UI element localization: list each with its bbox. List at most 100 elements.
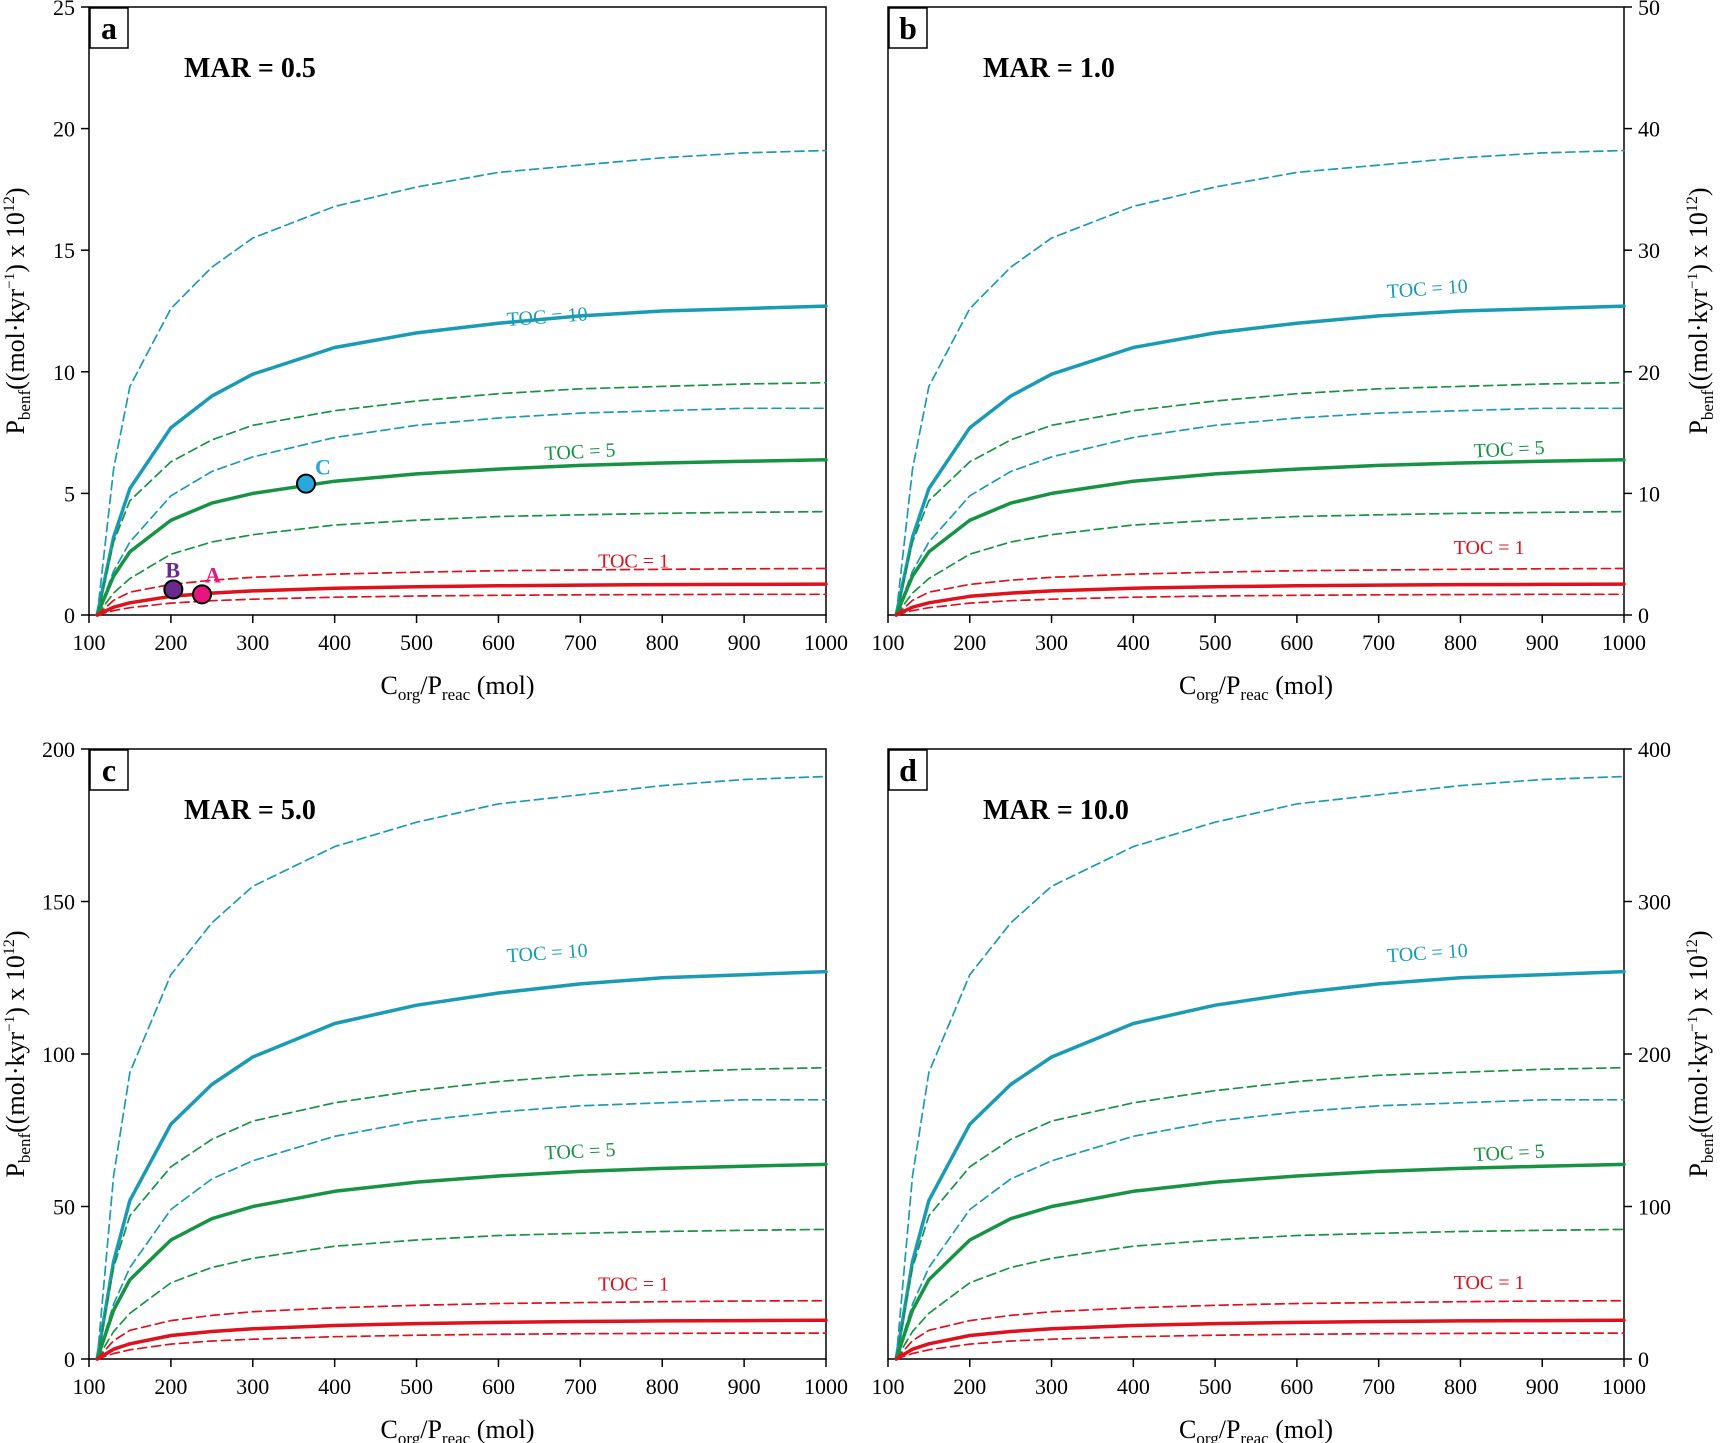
curve-label: TOC = 5 bbox=[544, 439, 616, 465]
curve-label: TOC = 5 bbox=[1473, 437, 1545, 463]
y-label-sub-benf: benf bbox=[1698, 390, 1717, 421]
y-label-main: P bbox=[1684, 1163, 1713, 1177]
series-line-toc-5-upper bbox=[96, 1066, 827, 1360]
curve-label: TOC = 10 bbox=[1386, 940, 1468, 968]
series-line-toc-1 bbox=[95, 582, 828, 617]
y-label-sup-power: 12 bbox=[1, 939, 18, 955]
x-label-main: C bbox=[1179, 1415, 1196, 1443]
panel-letter-box bbox=[888, 7, 928, 49]
x-tick-label: 500 bbox=[1199, 630, 1232, 655]
y-tick-label: 100 bbox=[42, 1042, 75, 1067]
x-label-sub-org: org bbox=[1196, 685, 1219, 704]
x-tick-label: 700 bbox=[564, 1374, 597, 1399]
x-tick-label: 1000 bbox=[1602, 1374, 1646, 1399]
y-label-tail: ) bbox=[1, 187, 30, 196]
x-tick-label: 900 bbox=[728, 630, 761, 655]
series-line-toc-10-upper bbox=[96, 775, 827, 1360]
y-tick-label: 10 bbox=[1638, 481, 1660, 506]
y-label-sup-exponent: −1 bbox=[2, 1016, 18, 1032]
series-line-toc-10 bbox=[95, 304, 828, 617]
x-tick-label: 100 bbox=[872, 630, 905, 655]
curve-label: TOC = 5 bbox=[1473, 1140, 1545, 1166]
y-label-mid: ((mol·kyr bbox=[1684, 288, 1713, 389]
series-line-toc-5 bbox=[894, 458, 1626, 617]
x-tick-label: 1000 bbox=[804, 1374, 848, 1399]
series-line-toc-10-lower bbox=[96, 1098, 827, 1360]
y-label-mid: ((mol·kyr bbox=[1, 1031, 30, 1132]
x-tick-label: 800 bbox=[646, 1374, 679, 1399]
series-line-toc-10 bbox=[95, 969, 828, 1361]
y-axis-label: Pbenf((mol·kyr−1) x 1012) bbox=[1, 930, 34, 1177]
chart-title: MAR = 5.0 bbox=[184, 795, 316, 826]
y-tick-label: 100 bbox=[1638, 1195, 1671, 1220]
x-tick-label: 400 bbox=[1117, 1374, 1150, 1399]
series-line-toc-1-upper bbox=[895, 1299, 1625, 1360]
chart-title: MAR = 1.0 bbox=[983, 53, 1115, 84]
x-label-sub-org: org bbox=[398, 685, 421, 704]
x-label-sub-reac: reac bbox=[442, 685, 471, 704]
chart-title: MAR = 0.5 bbox=[184, 53, 316, 84]
y-tick-label: 40 bbox=[1638, 117, 1660, 142]
series-line-toc-1 bbox=[894, 1318, 1626, 1361]
x-label-mid: /P bbox=[420, 671, 442, 700]
plot-frame bbox=[887, 6, 1625, 616]
x-label-tail: (mol) bbox=[470, 1415, 534, 1443]
x-tick-label: 600 bbox=[482, 1374, 515, 1399]
data-point-b bbox=[163, 579, 184, 600]
x-tick-label: 900 bbox=[1526, 1374, 1559, 1399]
x-label-main: C bbox=[381, 1415, 398, 1443]
series-line-toc-10 bbox=[894, 969, 1626, 1361]
x-tick-label: 300 bbox=[1035, 630, 1068, 655]
x-tick-label: 300 bbox=[236, 1374, 269, 1399]
series-line-toc-1-lower bbox=[895, 1332, 1625, 1360]
x-tick-label: 200 bbox=[953, 630, 986, 655]
x-tick-label: 400 bbox=[318, 630, 351, 655]
curve-label: TOC = 1 bbox=[1454, 1272, 1525, 1294]
panel-letter-box bbox=[888, 749, 928, 791]
x-tick-label: 500 bbox=[400, 630, 433, 655]
panel-letter: c bbox=[102, 752, 116, 788]
series-line-toc-1-lower bbox=[895, 593, 1625, 616]
series-line-toc-5 bbox=[95, 458, 828, 617]
x-tick-label: 300 bbox=[236, 630, 269, 655]
x-tick-label: 300 bbox=[1035, 1374, 1068, 1399]
x-axis-label: Corg/Preac (mol) bbox=[1179, 1415, 1333, 1443]
x-label-sub-org: org bbox=[398, 1429, 421, 1443]
series-line-toc-1-upper bbox=[96, 1299, 827, 1360]
data-point-c bbox=[296, 473, 317, 494]
series-line-toc-5-lower bbox=[895, 1228, 1625, 1360]
x-tick-label: 500 bbox=[400, 1374, 433, 1399]
y-tick-label: 400 bbox=[1638, 737, 1671, 762]
panel-a: 100 200 300 400 500 600 700 800 900 1000 0 5 10 15 20 2… bbox=[1, 0, 848, 704]
series-line-toc-1-upper bbox=[96, 567, 827, 616]
y-label-tail: ) bbox=[1684, 187, 1713, 196]
y-axis-label: Pbenf((mol·kyr−1) x 1012) bbox=[1684, 930, 1717, 1177]
plot-frame bbox=[88, 748, 827, 1360]
y-tick-label: 50 bbox=[1638, 0, 1660, 20]
x-tick-label: 600 bbox=[482, 630, 515, 655]
x-tick-label: 700 bbox=[1362, 1374, 1395, 1399]
series-line-toc-5-lower bbox=[96, 510, 827, 616]
y-label-mid2: ) x 10 bbox=[1, 955, 30, 1016]
x-tick-label: 800 bbox=[646, 630, 679, 655]
x-label-tail: (mol) bbox=[1269, 1415, 1333, 1443]
y-label-mid2: ) x 10 bbox=[1684, 212, 1713, 273]
y-tick-label: 0 bbox=[64, 1347, 75, 1372]
x-label-tail: (mol) bbox=[1269, 671, 1333, 700]
y-tick-label: 10 bbox=[53, 360, 75, 385]
curve-label: TOC = 5 bbox=[544, 1139, 616, 1165]
panel-c: 100 200 300 400 500 600 700 800 900 1000 0 50 100 150… bbox=[1, 737, 848, 1443]
y-label-sub-benf: benf bbox=[1698, 1133, 1717, 1164]
y-label-sup-exponent: −1 bbox=[2, 273, 18, 289]
chart-title: MAR = 10.0 bbox=[983, 795, 1129, 826]
y-label-mid2: ) x 10 bbox=[1, 212, 30, 273]
series-line-toc-5-upper bbox=[895, 381, 1625, 616]
y-tick-label: 200 bbox=[42, 737, 75, 762]
x-label-sub-org: org bbox=[1196, 1429, 1219, 1443]
curve-label: TOC = 1 bbox=[598, 1273, 669, 1295]
series-line-toc-10 bbox=[894, 304, 1626, 617]
x-tick-label: 100 bbox=[73, 630, 106, 655]
x-tick-label: 200 bbox=[154, 630, 187, 655]
curve-label: TOC = 1 bbox=[1454, 537, 1525, 559]
